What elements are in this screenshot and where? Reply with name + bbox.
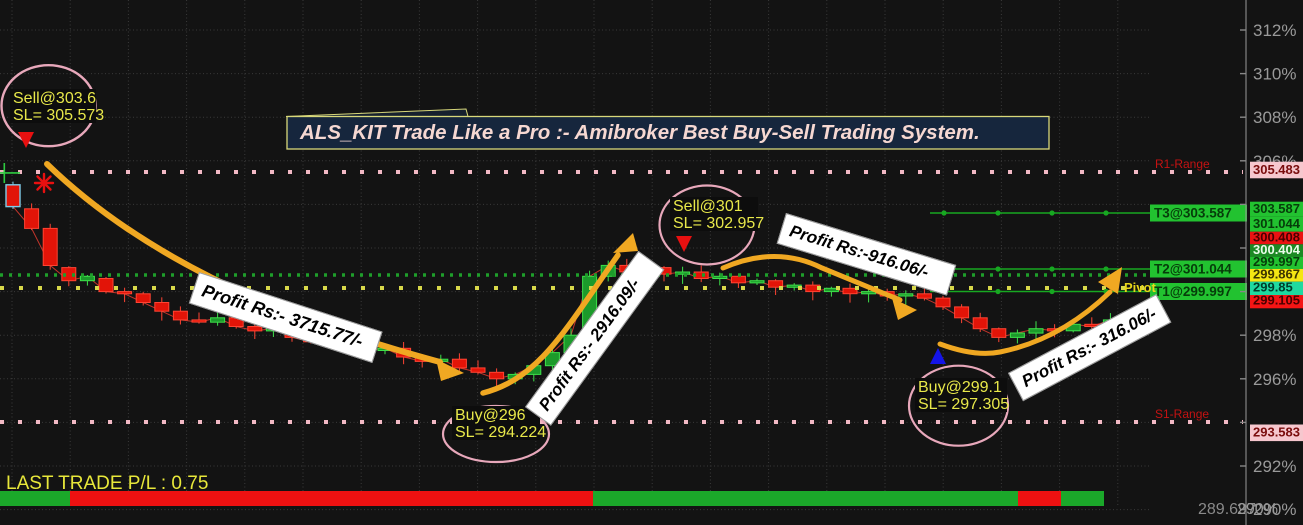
svg-text:292%: 292% [1253, 457, 1296, 476]
svg-text:293.583: 293.583 [1253, 425, 1300, 440]
svg-text:303.587: 303.587 [1253, 201, 1300, 216]
svg-text:296%: 296% [1253, 370, 1296, 389]
svg-text:298%: 298% [1253, 326, 1296, 345]
svg-text:310%: 310% [1253, 65, 1296, 84]
svg-text:305.483: 305.483 [1253, 162, 1300, 177]
svg-text:312%: 312% [1253, 21, 1296, 40]
svg-text:299.105: 299.105 [1253, 293, 1300, 308]
svg-text:308%: 308% [1253, 108, 1296, 127]
svg-text:290%: 290% [1237, 501, 1278, 518]
